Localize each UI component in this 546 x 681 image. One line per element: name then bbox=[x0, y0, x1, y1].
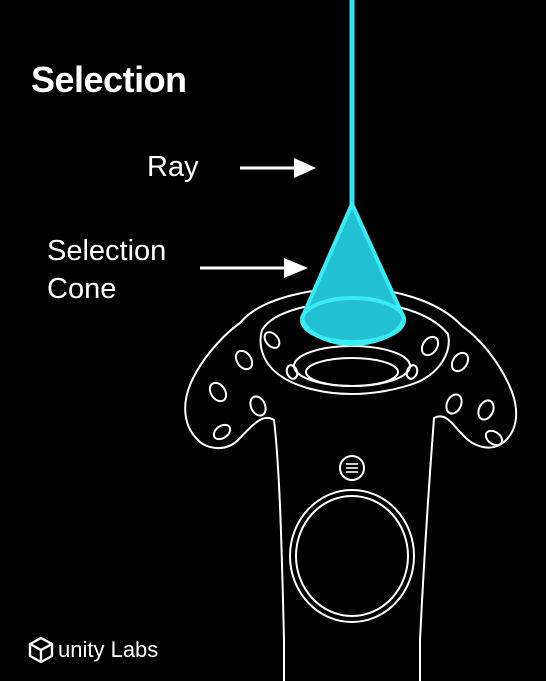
ray-label: Ray bbox=[147, 151, 199, 183]
selection-cone-label-line1: Selection bbox=[47, 235, 167, 267]
diagram-title: Selection bbox=[31, 59, 187, 100]
ray-pointer-arrow bbox=[240, 158, 316, 178]
vr-controller-outline bbox=[184, 287, 518, 681]
unity-labs-logo: unity Labs bbox=[28, 636, 158, 664]
selection-cone-label: Selection Cone bbox=[47, 232, 166, 308]
selection-cone-label-line2: Cone bbox=[47, 273, 117, 305]
menu-button-icon bbox=[339, 455, 365, 481]
logo-text: unity Labs bbox=[58, 637, 159, 662]
selection-cone bbox=[300, 202, 406, 346]
unity-cube-icon bbox=[28, 636, 54, 664]
cone-pointer-arrow bbox=[200, 258, 308, 278]
